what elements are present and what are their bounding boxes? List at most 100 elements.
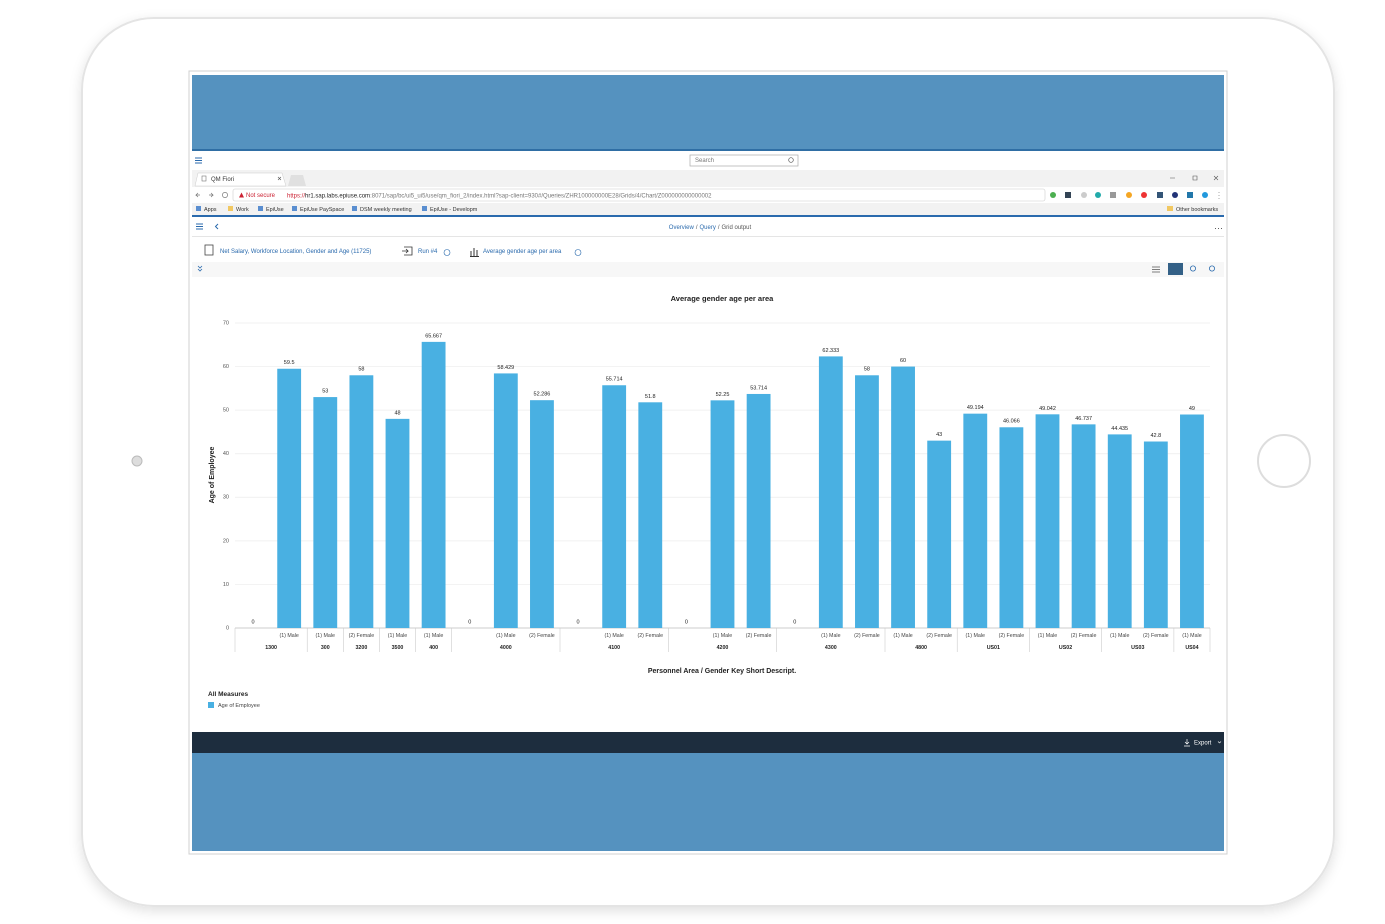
chart-icon <box>470 248 479 257</box>
breadcrumb-item[interactable]: Overview <box>669 225 695 231</box>
run-link[interactable]: Run #4 <box>418 249 438 255</box>
url-path: :8071/sap/bc/ui5_ui5/use/qm_fiori_2/inde… <box>370 193 712 199</box>
x-tick-label: (1) Male <box>316 633 335 639</box>
bar <box>1035 414 1060 628</box>
x-tick-label: (1) Male <box>424 633 443 639</box>
bookmark[interactable]: Apps <box>204 207 217 213</box>
chart-view[interactable] <box>1168 263 1183 275</box>
value-label: 59.5 <box>284 360 295 366</box>
value-label: 43 <box>936 432 942 438</box>
value-label: 0 <box>468 619 471 625</box>
app-menu[interactable] <box>196 223 203 230</box>
bar <box>638 402 663 628</box>
camera <box>131 455 143 467</box>
value-label: 0 <box>793 619 796 625</box>
group-label: 4000 <box>500 645 512 651</box>
top-band <box>192 75 1224 150</box>
other-bookmarks[interactable]: Other bookmarks <box>1176 207 1218 213</box>
url-scheme: https:// <box>287 193 305 199</box>
value-label: 52.25 <box>716 392 730 398</box>
bar <box>493 373 518 628</box>
bar <box>927 440 952 628</box>
menu-icon[interactable] <box>195 157 202 164</box>
group-label: US01 <box>987 645 1000 651</box>
value-label: 52.286 <box>534 392 551 398</box>
bookmark[interactable]: EpiUse - Developm <box>430 207 478 213</box>
x-tick-label: (1) Male <box>279 633 298 639</box>
y-tick-label: 70 <box>223 320 229 326</box>
zoom-out[interactable] <box>1209 265 1216 272</box>
value-label: 44.435 <box>1111 426 1128 432</box>
bar <box>963 413 988 628</box>
bar <box>313 397 338 628</box>
chart-title: Average gender age per area <box>671 294 775 303</box>
x-tick-label: (1) Male <box>496 633 515 639</box>
zoom-in[interactable] <box>1190 265 1197 272</box>
x-tick-label: (2) Female <box>1143 633 1169 639</box>
bookmark[interactable]: DSM weekly meeting <box>360 207 412 213</box>
group-label: US04 <box>1185 645 1198 651</box>
group-label: 3500 <box>392 645 404 651</box>
bar <box>530 400 554 628</box>
x-tick-label: (2) Female <box>926 633 952 639</box>
search-placeholder: Search <box>695 158 714 164</box>
value-label: 53.714 <box>750 385 767 391</box>
value-label: 49 <box>1189 406 1195 412</box>
run-dropdown[interactable] <box>443 249 451 256</box>
export-caret[interactable] <box>1217 741 1222 744</box>
value-label: 46.066 <box>1003 419 1020 425</box>
breadcrumb: Overview / Query / Grid output <box>669 225 752 231</box>
bar <box>385 418 410 628</box>
bookmarks-bar: Apps Work EpiUse EpiUse PaySpace DSM weekly … <box>196 206 478 213</box>
nav-buttons[interactable] <box>195 192 214 198</box>
breadcrumb-separator: / <box>718 225 720 231</box>
omnibox[interactable] <box>232 188 1046 202</box>
home-button[interactable] <box>1257 434 1311 488</box>
window-controls[interactable] <box>1170 175 1219 181</box>
x-tick-label: (1) Male <box>1110 633 1129 639</box>
y-tick-label: 60 <box>223 364 229 370</box>
search-icon[interactable] <box>788 157 794 163</box>
bottom-band <box>192 753 1224 851</box>
table-view[interactable] <box>1152 266 1160 273</box>
footer-bar <box>192 732 1224 753</box>
group-label: 4300 <box>825 645 837 651</box>
group-label: 3200 <box>355 645 367 651</box>
tab-icon <box>201 175 207 182</box>
bar <box>1071 424 1096 628</box>
collapse-icon[interactable] <box>197 265 203 272</box>
bookmark[interactable]: Work <box>236 207 249 213</box>
bookmark[interactable]: EpiUse PaySpace <box>300 207 344 213</box>
search-box[interactable] <box>689 154 799 167</box>
bookmark-icon <box>422 206 427 211</box>
bar <box>1107 434 1132 628</box>
value-label: 53 <box>322 389 328 395</box>
y-tick-label: 10 <box>223 582 229 588</box>
x-tick-label: (1) Male <box>388 633 407 639</box>
bar <box>602 385 627 628</box>
view-dropdown[interactable] <box>574 249 582 256</box>
new-tab[interactable] <box>288 175 306 186</box>
tab-close[interactable] <box>277 176 282 181</box>
export-button[interactable]: Export <box>1194 741 1212 747</box>
url-host: hr1.sap.labs.epiuse.com <box>305 193 370 199</box>
folder-icon <box>1167 206 1173 211</box>
value-label: 0 <box>252 619 255 625</box>
view-link[interactable]: Average gender age per area <box>483 249 562 255</box>
reload[interactable] <box>222 192 228 198</box>
y-tick-label: 20 <box>223 538 229 544</box>
warning-icon <box>239 192 244 198</box>
breadcrumb-item[interactable]: Query <box>699 225 715 231</box>
y-tick-label: 50 <box>223 408 229 414</box>
query-link[interactable]: Net Salary, Workforce Location, Gender a… <box>220 249 371 255</box>
back-button[interactable] <box>214 223 219 230</box>
x-tick-label: (1) Male <box>893 633 912 639</box>
tab[interactable] <box>194 172 287 187</box>
value-label: 58 <box>864 367 870 373</box>
x-tick-label: (1) Male <box>713 633 732 639</box>
portal-bar: Search <box>192 151 1224 169</box>
x-tick-label: (2) Female <box>1071 633 1097 639</box>
bookmark[interactable]: EpiUse <box>266 207 284 213</box>
group-label: US02 <box>1059 645 1072 651</box>
